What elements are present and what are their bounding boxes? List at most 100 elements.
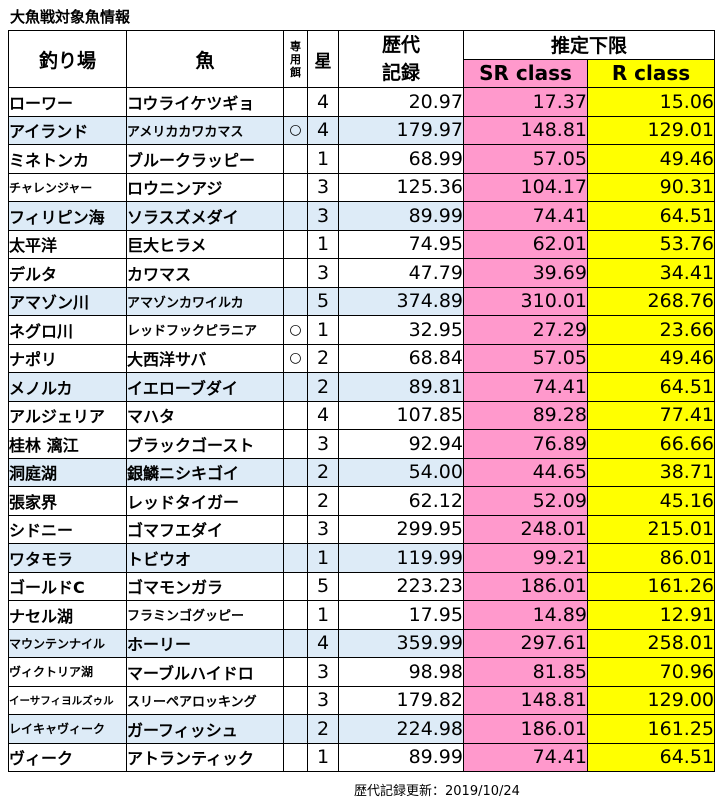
fish-cell: ソラスズメダイ [126,201,284,231]
table-body: ローワー コウライケツギョ 4 20.97 17.37 15.06 アイランド アメリカカワカ… [8,87,716,772]
bait-cell [283,685,308,715]
star-cell: 1 [307,315,339,345]
r-class-cell: 268.76 [586,286,716,316]
header-sr-class: SR class [463,58,588,88]
table-row: 洞庭湖 銀鱗ニシキゴイ 2 54.00 44.65 38.71 [8,457,716,487]
record-cell: 92.94 [338,429,464,459]
star-cell: 1 [307,600,339,630]
table-row: 桂林 漓江 ブラックゴースト 3 92.94 76.89 66.66 [8,429,716,459]
star-cell: 2 [307,714,339,744]
table-row: ローワー コウライケツギョ 4 20.97 17.37 15.06 [8,87,716,117]
star-cell: 4 [307,115,339,145]
r-class-cell: 129.01 [586,115,716,145]
fish-cell: イエローブダイ [126,372,284,402]
star-cell: 4 [307,400,339,430]
fish-cell: アトランティック [126,742,284,772]
fish-cell: トビウオ [126,543,284,573]
record-cell: 68.84 [338,343,464,373]
spot-cell: アイランド [8,115,127,145]
r-class-cell: 49.46 [586,343,716,373]
star-cell: 3 [307,201,339,231]
table-row: イーサフィヨルズゥル スリーペアロッキング 3 179.82 148.81 129.00 [8,685,716,715]
table-row: レイキャヴィーク ガーフィッシュ 2 224.98 186.01 161.25 [8,714,716,744]
r-class-cell: 34.41 [586,258,716,288]
bait-cell [283,514,308,544]
bait-cell [283,457,308,487]
fish-cell: 銀鱗ニシキゴイ [126,457,284,487]
record-cell: 374.89 [338,286,464,316]
r-class-cell: 161.25 [586,714,716,744]
star-cell: 4 [307,628,339,658]
record-cell: 125.36 [338,172,464,202]
sr-class-cell: 310.01 [463,286,588,316]
spot-cell: ゴールドC [8,571,127,601]
table-row: ヴィーク アトランティック 1 89.99 74.41 64.51 [8,742,716,772]
fish-cell: ブルークラッピー [126,144,284,174]
header-star: 星 [307,30,339,88]
sr-class-cell: 17.37 [463,87,588,117]
r-class-cell: 53.76 [586,229,716,259]
bait-cell [283,286,308,316]
record-cell: 359.99 [338,628,464,658]
sr-class-cell: 297.61 [463,628,588,658]
r-class-cell: 38.71 [586,457,716,487]
table-row: ゴールドC ゴマモンガラ 5 223.23 186.01 161.26 [8,571,716,601]
bait-cell: ○ [283,115,308,145]
sr-class-cell: 57.05 [463,343,588,373]
sr-class-cell: 76.89 [463,429,588,459]
bait-cell [283,172,308,202]
star-cell: 1 [307,144,339,174]
sr-class-cell: 186.01 [463,714,588,744]
spot-cell: 張家界 [8,486,127,516]
table-row: ヴィクトリア湖 マーブルハイドロ 3 98.98 81.85 70.96 [8,657,716,687]
r-class-cell: 15.06 [586,87,716,117]
sr-class-cell: 104.17 [463,172,588,202]
sr-class-cell: 99.21 [463,543,588,573]
spot-cell: 洞庭湖 [8,457,127,487]
sr-class-cell: 81.85 [463,657,588,687]
bait-cell [283,628,308,658]
fish-cell: ゴマフエダイ [126,514,284,544]
table-row: 太平洋 巨大ヒラメ 1 74.95 62.01 53.76 [8,229,716,259]
spot-cell: ミネトンカ [8,144,127,174]
star-cell: 1 [307,742,339,772]
record-cell: 119.99 [338,543,464,573]
bait-cell [283,600,308,630]
record-cell: 74.95 [338,229,464,259]
bait-cell [283,429,308,459]
bait-cell [283,258,308,288]
bait-cell [283,543,308,573]
star-cell: 2 [307,372,339,402]
bait-cell [283,742,308,772]
star-cell: 1 [307,229,339,259]
record-cell: 68.99 [338,144,464,174]
sr-class-cell: 14.89 [463,600,588,630]
fish-cell: スリーペアロッキング [126,685,284,715]
fish-cell: ガーフィッシュ [126,714,284,744]
table-row: アルジェリア マハタ 4 107.85 89.28 77.41 [8,400,716,430]
star-cell: 2 [307,457,339,487]
fish-cell: 巨大ヒラメ [126,229,284,259]
sr-class-cell: 52.09 [463,486,588,516]
record-cell: 98.98 [338,657,464,687]
spot-cell: フィリピン海 [8,201,127,231]
spot-cell: チャレンジャー [8,172,127,202]
spot-cell: ワタモラ [8,543,127,573]
r-class-cell: 23.66 [586,315,716,345]
r-class-cell: 258.01 [586,628,716,658]
record-cell: 17.95 [338,600,464,630]
star-cell: 3 [307,429,339,459]
bait-cell [283,400,308,430]
header-record: 歴代 記録 [338,30,464,88]
r-class-cell: 90.31 [586,172,716,202]
spot-cell: デルタ [8,258,127,288]
spot-cell: 桂林 漓江 [8,429,127,459]
bait-cell [283,201,308,231]
record-cell: 107.85 [338,400,464,430]
bait-cell [283,229,308,259]
spot-cell: メノルカ [8,372,127,402]
spot-cell: ナセル湖 [8,600,127,630]
record-cell: 179.97 [338,115,464,145]
header-spot: 釣り場 [8,30,127,88]
fish-cell: 大西洋サバ [126,343,284,373]
